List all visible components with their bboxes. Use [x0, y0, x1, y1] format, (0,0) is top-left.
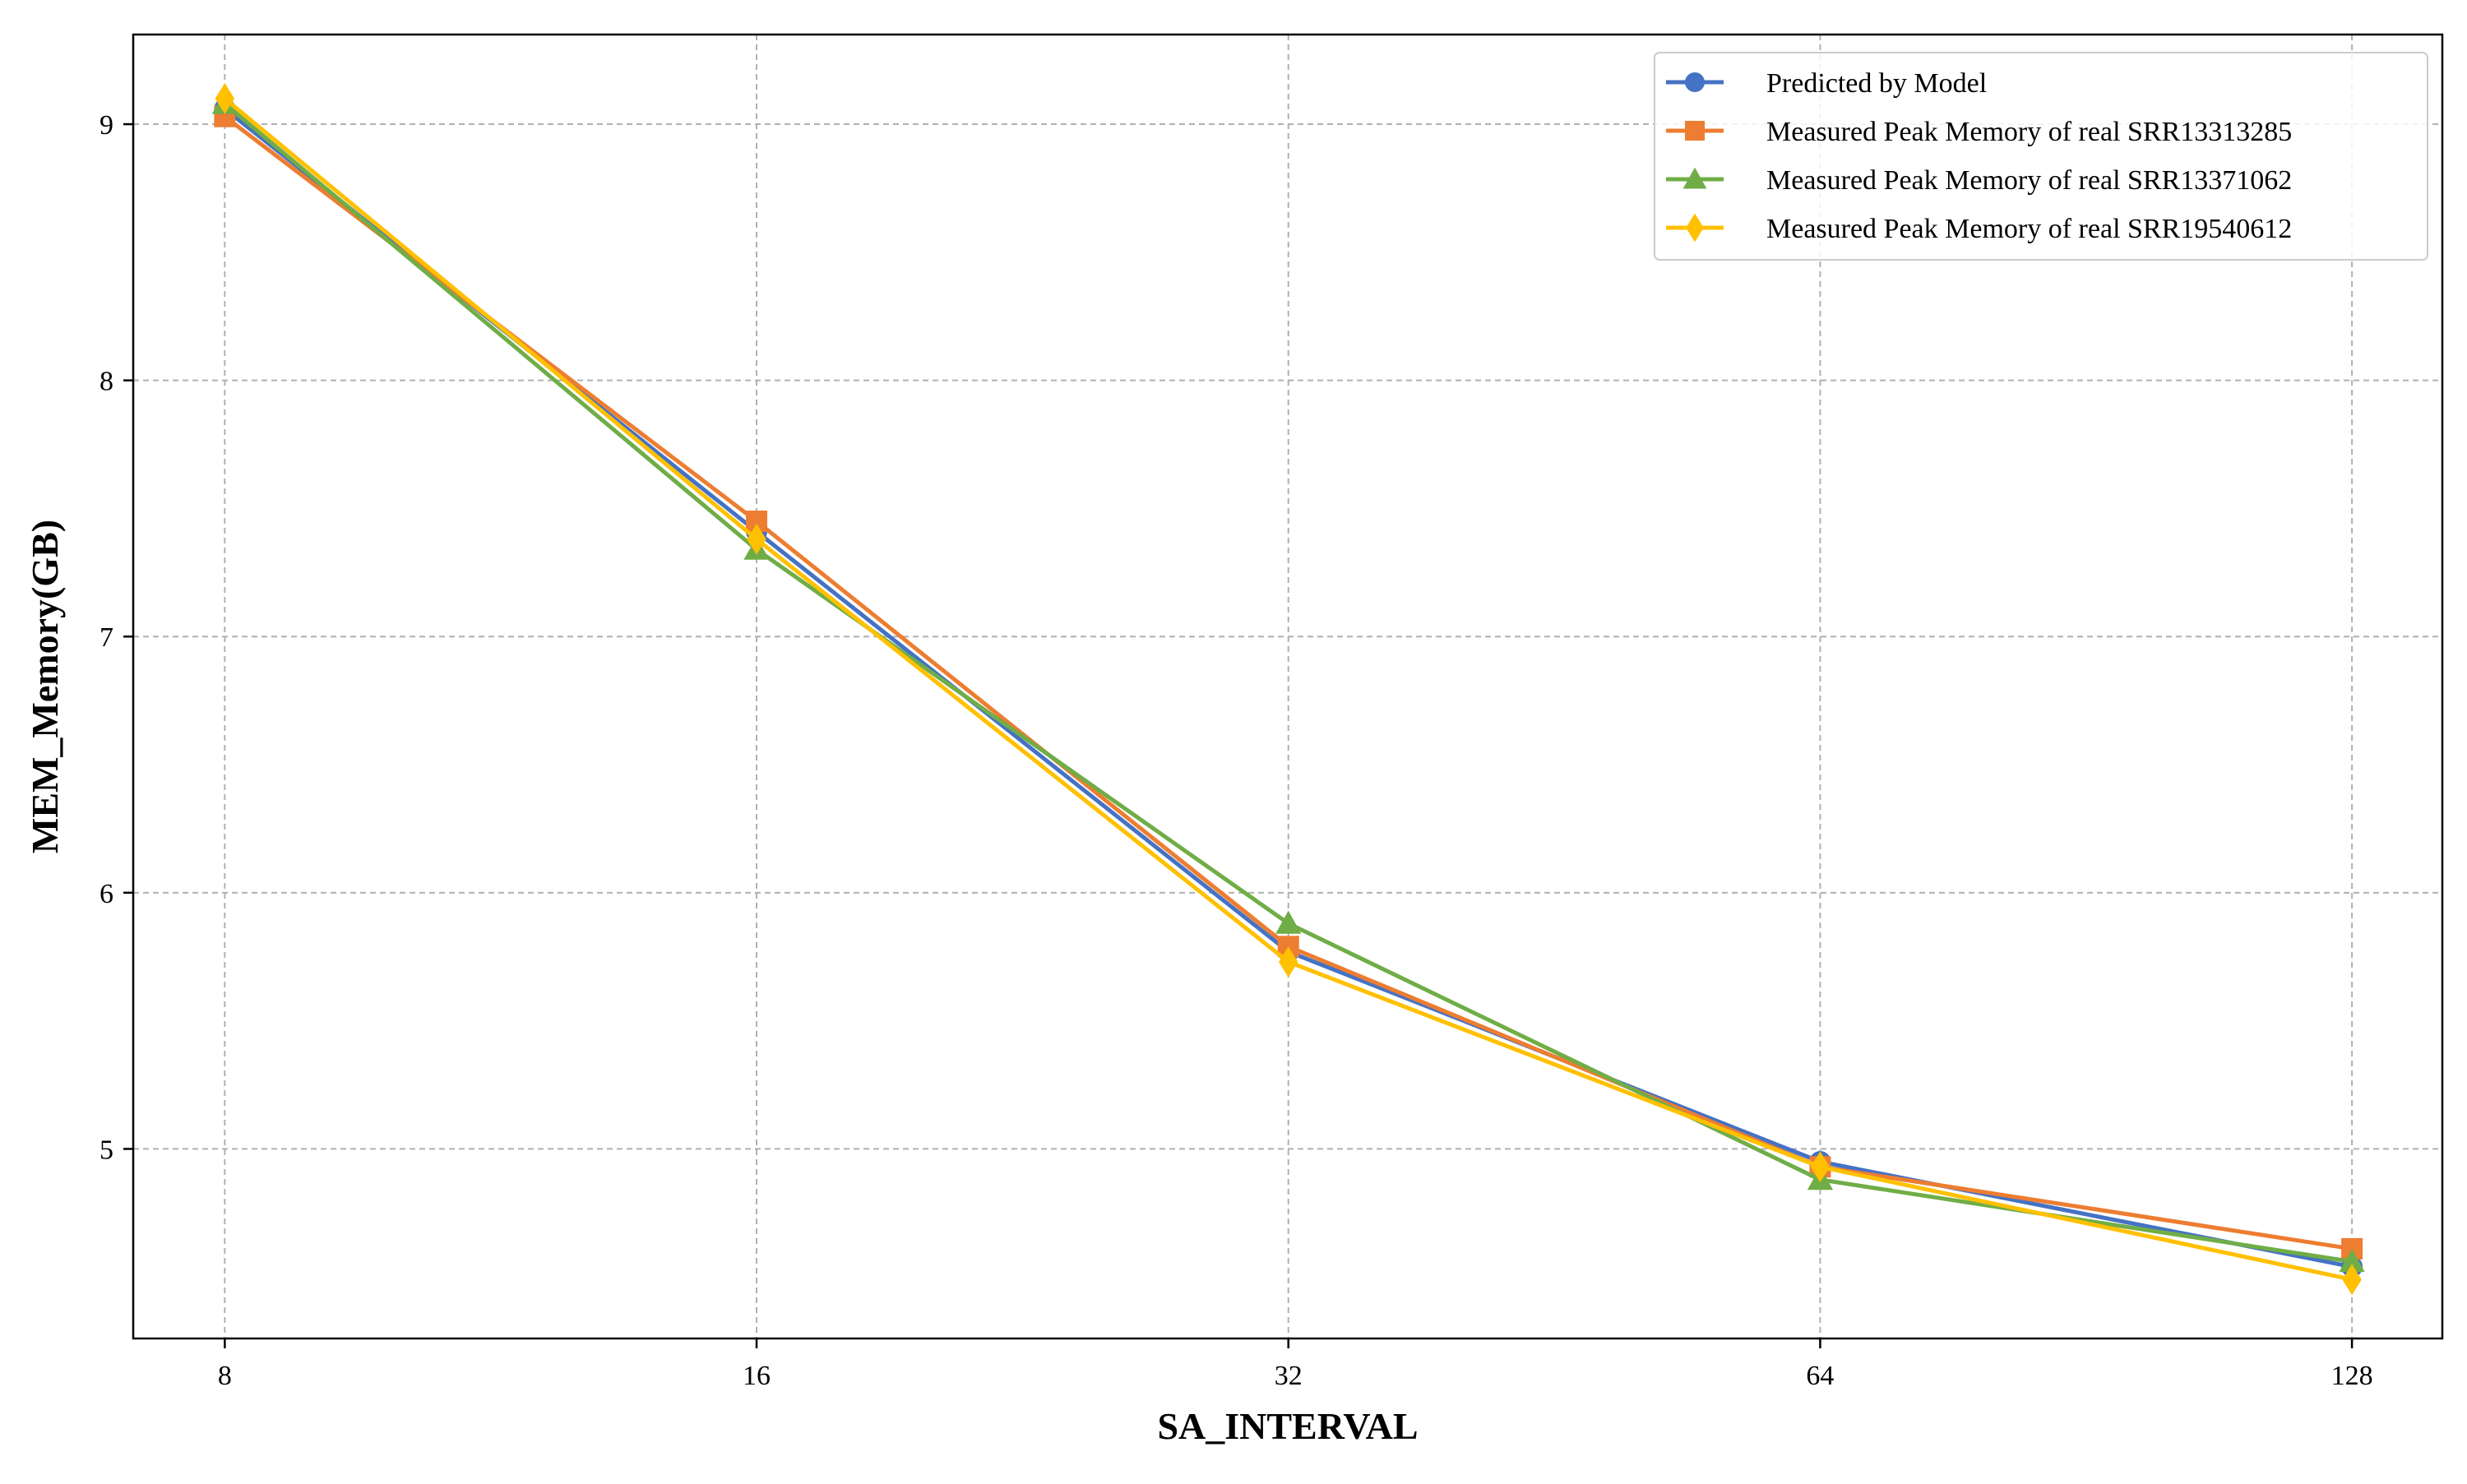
series-4: [215, 83, 2362, 1296]
legend-item: Measured Peak Memory of real SRR13371062: [1666, 165, 2292, 196]
legend: Predicted by Model Measured Peak Memory o…: [1654, 52, 2428, 261]
y-tick-label: 8: [100, 367, 113, 397]
data-point: [2339, 1248, 2365, 1273]
y-tick-label: 6: [100, 879, 113, 909]
data-point: [1275, 910, 1302, 934]
y-tick-label: 5: [100, 1135, 113, 1165]
series-line: [223, 102, 2353, 1264]
legend-marker: [1685, 72, 1705, 92]
legend-item: Measured Peak Memory of real SRR19540612: [1666, 213, 2292, 244]
legend-label: Measured Peak Memory of real SRR13371062: [1766, 165, 2292, 196]
x-tick-label: 64: [1806, 1361, 1834, 1391]
legend-item: Measured Peak Memory of real SRR13313285: [1666, 117, 2292, 147]
series-2: [214, 105, 2363, 1260]
legend-label: Measured Peak Memory of real SRR13313285: [1766, 117, 2292, 147]
legend-marker: [1682, 167, 1707, 189]
x-tick-label: 8: [218, 1361, 232, 1391]
legend-marker: [1685, 121, 1705, 141]
legend-label: Predicted by Model: [1766, 68, 1987, 99]
legend-marker: [1686, 213, 1704, 243]
ticks: 8 16 32 64 128 5 6 7 8 9: [100, 110, 2373, 1391]
data-point: [1279, 946, 1298, 978]
series-layer: [211, 83, 2365, 1296]
x-axis-title: SA_INTERVAL: [1157, 1405, 1418, 1447]
legend-label: Measured Peak Memory of real SRR19540612: [1766, 214, 2292, 244]
data-point: [1810, 1151, 1831, 1183]
x-tick-label: 32: [1275, 1361, 1303, 1391]
legend-item: Predicted by Model: [1666, 68, 1987, 99]
x-tick-label: 128: [2331, 1361, 2373, 1391]
data-point: [2342, 1264, 2362, 1296]
data-point: [747, 523, 766, 555]
y-tick-label: 7: [100, 622, 113, 653]
data-point: [215, 83, 235, 114]
y-axis-title: MEM_Memory(GB): [24, 520, 66, 853]
y-tick-label: 9: [100, 110, 113, 141]
legend-box: [1654, 52, 2428, 261]
x-tick-label: 16: [743, 1361, 771, 1391]
